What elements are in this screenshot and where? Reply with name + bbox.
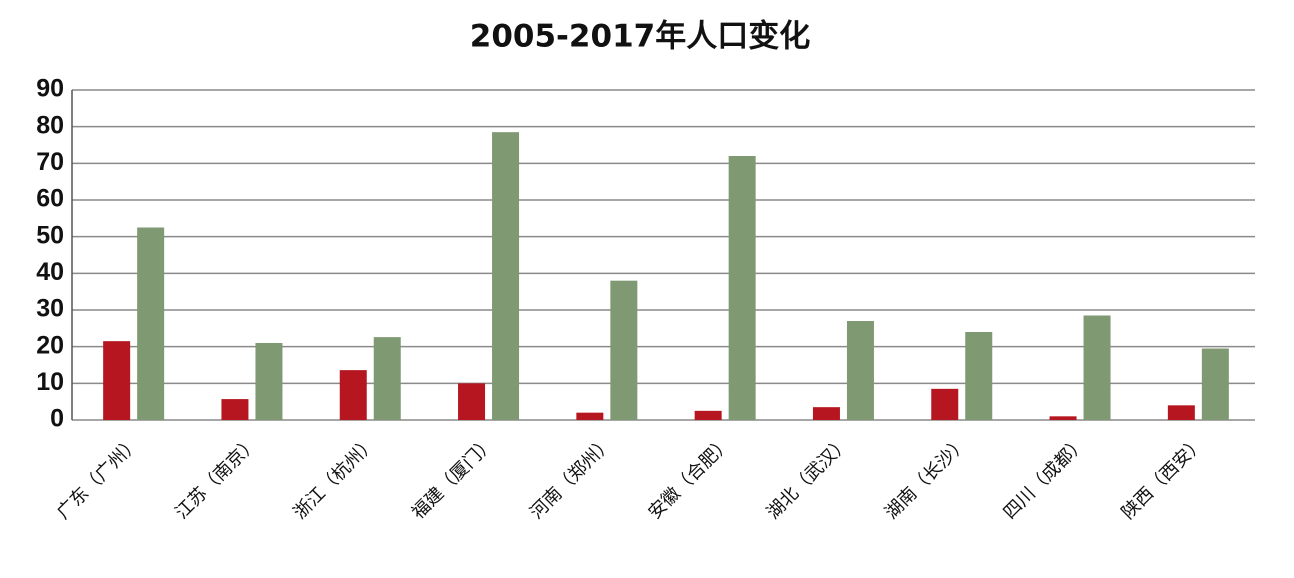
y-tick-label: 40 [36,258,64,286]
bar [1083,315,1111,420]
bar [965,332,993,420]
bar [1201,348,1229,420]
bar [255,343,283,420]
bar [1167,405,1195,420]
x-tick-label: 四川（成都） [999,432,1090,523]
bar [373,337,401,420]
bar [610,280,638,420]
bar [1049,416,1077,420]
bar [576,412,604,420]
bar [492,132,520,420]
y-tick-label: 30 [36,295,64,323]
bar [339,370,367,420]
bar [931,388,959,420]
bar [221,399,249,420]
x-tick-label: 陕西（西安） [1118,432,1209,523]
x-tick-label: 福建（厦门） [408,432,499,523]
y-tick-label: 50 [36,221,64,249]
x-tick-label: 河南（郑州） [526,432,617,523]
bar [812,407,840,420]
bar [846,321,874,420]
x-tick-label: 湖北（武汉） [763,432,854,523]
y-tick-label: 60 [36,185,64,213]
y-tick-label: 90 [36,75,64,103]
bar [694,410,722,420]
bar [728,156,756,420]
bar [137,227,165,420]
x-tick-label: 江苏（南京） [171,432,262,523]
y-tick-label: 10 [36,368,64,396]
chart-title: 2005-2017年人口变化 [470,19,810,55]
x-tick-label: 安徽（合肥） [645,432,736,523]
x-tick-label: 湖南（长沙） [881,432,972,523]
y-tick-label: 70 [36,148,64,176]
bar [103,341,131,420]
y-tick-label: 20 [36,331,64,359]
bar [458,383,486,420]
y-tick-label: 0 [50,405,64,433]
y-tick-label: 80 [36,111,64,139]
x-tick-label: 广东（广州） [53,432,144,523]
x-tick-label: 浙江（杭州） [290,432,381,523]
